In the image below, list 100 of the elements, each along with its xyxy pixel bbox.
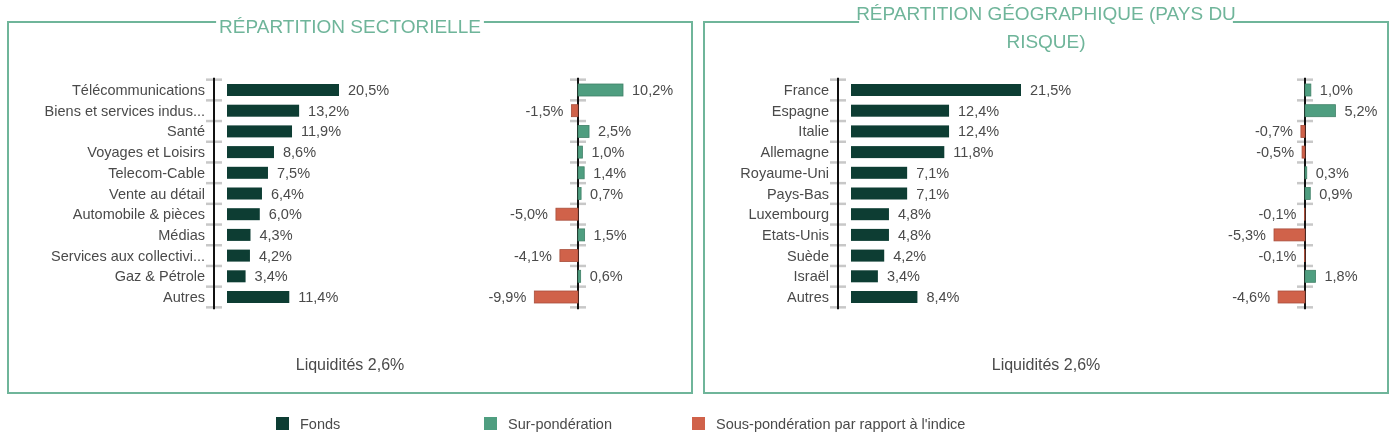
y-tick-label: Services aux collectivi...: [51, 247, 205, 264]
data-label: 11,8%: [953, 144, 994, 161]
data-label: 10,2%: [632, 82, 674, 99]
data-label: -0,7%: [1255, 123, 1293, 140]
bar: [227, 249, 250, 262]
data-label: 7,1%: [916, 185, 950, 202]
y-tick-label: Royaume-Uni: [740, 164, 829, 181]
data-label: 5,2%: [1344, 102, 1378, 119]
data-label: -5,3%: [1228, 226, 1267, 243]
chart-title: RÉPARTITION GÉOGRAPHIQUE (PAYS DU RISQUE): [856, 3, 1236, 52]
chart-title: RÉPARTITION SECTORIELLE: [219, 16, 481, 37]
bar: [1304, 269, 1316, 283]
y-tick-label: Etats-Unis: [762, 226, 829, 243]
data-label: -0,5%: [1256, 144, 1295, 161]
data-label: 7,5%: [276, 164, 311, 181]
bar: [227, 228, 251, 241]
data-label: -1,5%: [525, 102, 564, 119]
data-label: 0,6%: [589, 268, 623, 285]
bar: [227, 291, 290, 303]
data-label: 1,4%: [593, 164, 627, 181]
data-label: 20,5%: [348, 82, 390, 99]
y-tick-label: Espagne: [771, 102, 829, 119]
data-label: 11,9%: [301, 123, 342, 140]
bar: [1300, 125, 1306, 138]
y-tick-label: Télécommunications: [72, 82, 205, 99]
data-label: 11,4%: [298, 289, 339, 306]
bar: [227, 270, 246, 283]
bar: [851, 104, 950, 117]
bar: [851, 146, 945, 159]
y-tick-label: Israël: [793, 268, 829, 285]
data-label: 4,3%: [259, 226, 293, 243]
text: Liquidités 2,6%: [991, 356, 1101, 373]
bar: [851, 291, 918, 303]
bar: [533, 290, 579, 304]
y-tick-label: Luxembourg: [748, 206, 829, 223]
y-tick-label: Gaz & Pétrole: [114, 268, 205, 285]
y-tick-label: Biens et services indus...: [44, 102, 205, 119]
data-label: 7,1%: [916, 164, 950, 181]
y-tick-label: Autres: [163, 289, 205, 306]
y-tick-label: France: [783, 82, 829, 99]
bar: [851, 208, 889, 221]
data-label: -4,1%: [514, 247, 553, 264]
data-label: 1,5%: [593, 226, 627, 243]
data-label: -4,6%: [1232, 289, 1271, 306]
data-label: 2,5%: [598, 123, 632, 140]
bar: [851, 84, 1021, 96]
bar: [577, 83, 624, 97]
y-tick-label: Telecom-Cable: [108, 164, 205, 181]
y-tick-label: Santé: [167, 123, 205, 140]
y-tick-label: Automobile & pièces: [72, 206, 205, 223]
data-label: -9,9%: [488, 289, 527, 306]
bar: [577, 269, 582, 283]
data-label: 0,9%: [1319, 185, 1353, 202]
data-label: 12,4%: [958, 102, 1000, 119]
y-tick-label: Allemagne: [760, 144, 829, 161]
bar: [577, 166, 585, 180]
y-tick-label: Suède: [787, 247, 829, 264]
bar: [227, 104, 300, 117]
bar: [1301, 145, 1306, 159]
bar: [227, 208, 260, 221]
bar: [227, 84, 339, 96]
data-label: 6,4%: [270, 185, 305, 202]
legend-label: Fonds: [300, 416, 341, 433]
y-tick-label: Voyages et Loisirs: [87, 144, 205, 161]
bar: [851, 166, 908, 179]
y-tick-label: Italie: [798, 123, 829, 140]
data-label: 21,5%: [1030, 82, 1072, 99]
data-label: 4,2%: [258, 247, 293, 264]
data-label: 1,0%: [591, 144, 625, 161]
bar: [851, 249, 885, 262]
data-label: -0,1%: [1258, 206, 1297, 223]
bar: [570, 104, 579, 118]
bar: [1304, 83, 1312, 97]
data-label: 4,8%: [897, 206, 932, 223]
bar: [577, 228, 586, 242]
legend-label: Sous-pondération par rapport à l'indice: [716, 416, 966, 433]
data-label: -5,0%: [510, 206, 549, 223]
data-label: 8,4%: [926, 289, 960, 306]
bar: [227, 125, 293, 138]
y-tick-label: Médias: [158, 226, 205, 243]
data-label: 1,8%: [1324, 268, 1358, 285]
bar: [577, 145, 583, 159]
y-tick-label: Autres: [787, 289, 829, 306]
bar: [577, 125, 590, 138]
data-label: 4,8%: [897, 226, 932, 243]
data-label: 0,7%: [590, 185, 624, 202]
bar: [1304, 104, 1336, 118]
bar: [851, 270, 878, 283]
bar: [227, 187, 262, 200]
y-tick-label: Vente au détail: [109, 185, 205, 202]
text: Liquidités 2,6%: [295, 356, 405, 373]
bar: [227, 146, 274, 159]
data-label: 12,4%: [958, 123, 1000, 140]
data-label: 3,4%: [886, 268, 921, 285]
legend-label: Sur-pondération: [508, 416, 612, 433]
bar: [555, 207, 579, 221]
bar: [851, 125, 950, 138]
bar: [227, 166, 268, 179]
bar: [1304, 187, 1311, 200]
bar: [559, 249, 579, 262]
